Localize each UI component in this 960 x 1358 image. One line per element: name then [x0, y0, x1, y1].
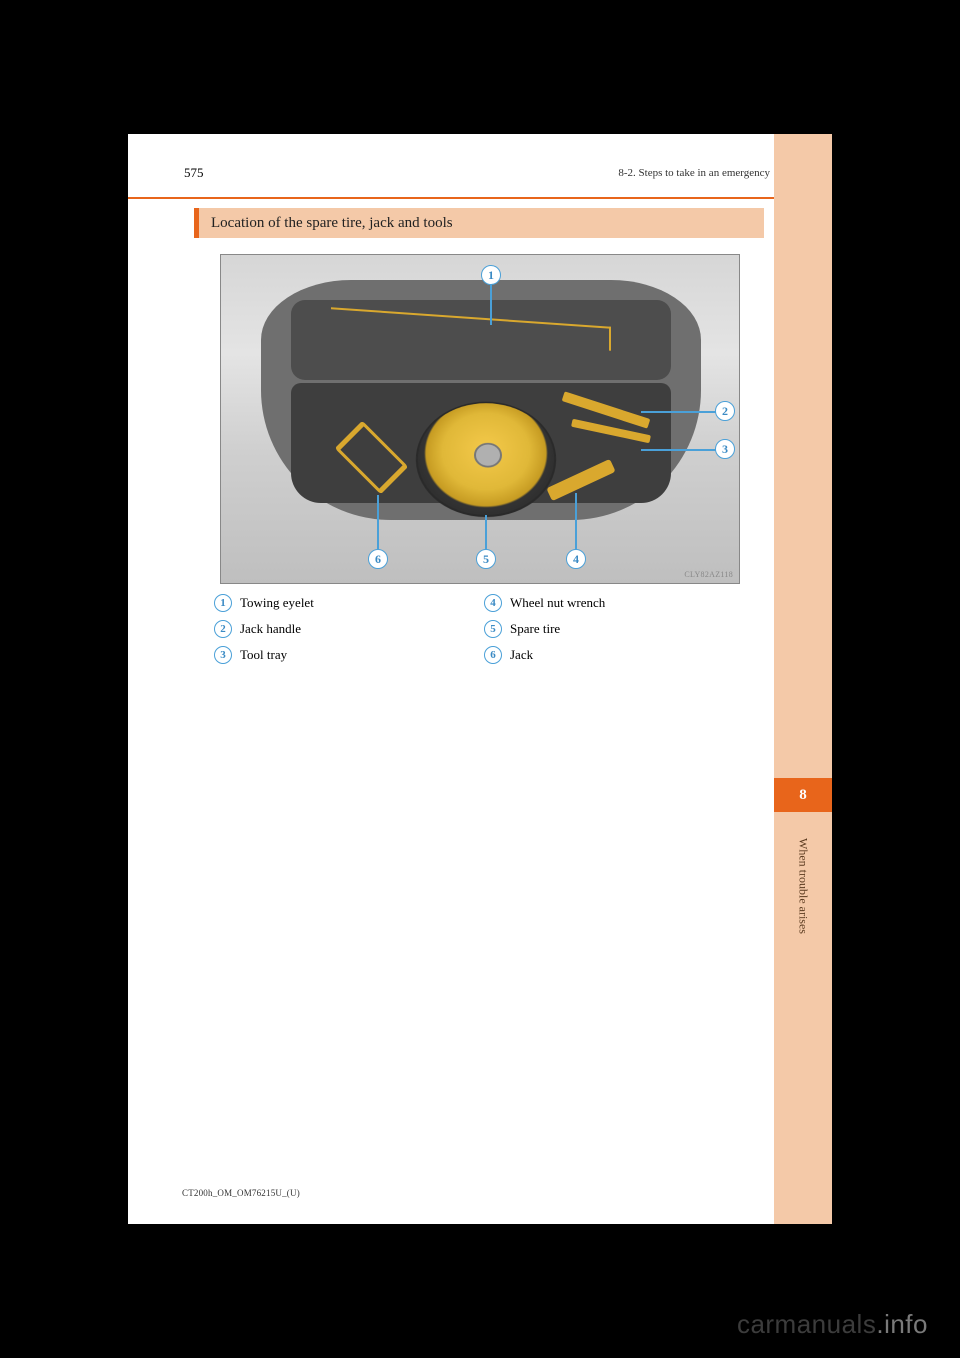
- callout-6-num: 6: [375, 552, 381, 567]
- header-accent-line: [128, 197, 832, 199]
- callout-lead-6: [377, 495, 379, 549]
- callout-1: 1: [481, 265, 501, 285]
- watermark-main: carmanuals: [737, 1309, 876, 1339]
- chapter-number: 8: [799, 787, 807, 804]
- callout-4-num: 4: [573, 552, 579, 567]
- callout-lead-1: [490, 285, 492, 325]
- figure-code: CLY82AZ118: [684, 570, 733, 579]
- callout-3-num: 3: [722, 442, 728, 457]
- callout-4: 4: [566, 549, 586, 569]
- legend-num-2: 2: [214, 620, 232, 638]
- chapter-number-tab: 8: [774, 778, 832, 812]
- callout-2: 2: [715, 401, 735, 421]
- callout-2-num: 2: [722, 404, 728, 419]
- legend-item-3: 3 Tool tray: [214, 646, 484, 664]
- callout-3: 3: [715, 439, 735, 459]
- jack-icon: [339, 425, 399, 495]
- legend-label-4: Wheel nut wrench: [510, 595, 605, 611]
- callout-6: 6: [368, 549, 388, 569]
- callout-5: 5: [476, 549, 496, 569]
- chapter-title-vertical: When trouble arises: [774, 834, 832, 1034]
- legend-label-5: Spare tire: [510, 621, 560, 637]
- legend-label-1: Towing eyelet: [240, 595, 314, 611]
- section-title-bar: Location of the spare tire, jack and too…: [194, 208, 764, 238]
- manual-page: 575 8-2. Steps to take in an emergency 8…: [128, 134, 832, 1224]
- legend-item-4: 4 Wheel nut wrench: [484, 594, 754, 612]
- spare-tire-figure: 1 2 3 4 5 6 CLY82AZ118: [220, 254, 740, 584]
- legend-item-2: 2 Jack handle: [214, 620, 484, 638]
- section-title: Location of the spare tire, jack and too…: [211, 215, 453, 232]
- legend-label-6: Jack: [510, 647, 533, 663]
- legend-num-3: 3: [214, 646, 232, 664]
- callout-5-num: 5: [483, 552, 489, 567]
- legend-label-3: Tool tray: [240, 647, 287, 663]
- callout-lead-5: [485, 515, 487, 549]
- legend-item-5: 5 Spare tire: [484, 620, 754, 638]
- page-header: 575 8-2. Steps to take in an emergency: [128, 158, 832, 188]
- legend-num-1: 1: [214, 594, 232, 612]
- legend-num-5: 5: [484, 620, 502, 638]
- callout-lead-2: [641, 411, 719, 413]
- callout-lead-4: [575, 493, 577, 549]
- legend-item-6: 6 Jack: [484, 646, 754, 664]
- legend-num-4: 4: [484, 594, 502, 612]
- header-section-text: 8-2. Steps to take in an emergency: [618, 167, 770, 179]
- watermark-suffix: .info: [876, 1309, 928, 1339]
- header-page-number: 575: [184, 165, 204, 181]
- figure-legend: 1 Towing eyelet 4 Wheel nut wrench 2 Jac…: [214, 594, 754, 664]
- legend-label-2: Jack handle: [240, 621, 301, 637]
- legend-num-6: 6: [484, 646, 502, 664]
- watermark: carmanuals.info: [737, 1309, 928, 1340]
- legend-item-1: 1 Towing eyelet: [214, 594, 484, 612]
- side-panel: [774, 134, 832, 1224]
- footer-doc-code: CT200h_OM_OM76215U_(U): [182, 1188, 300, 1198]
- callout-lead-3: [641, 449, 719, 451]
- callout-1-num: 1: [488, 268, 494, 283]
- chapter-title: When trouble arises: [796, 838, 811, 934]
